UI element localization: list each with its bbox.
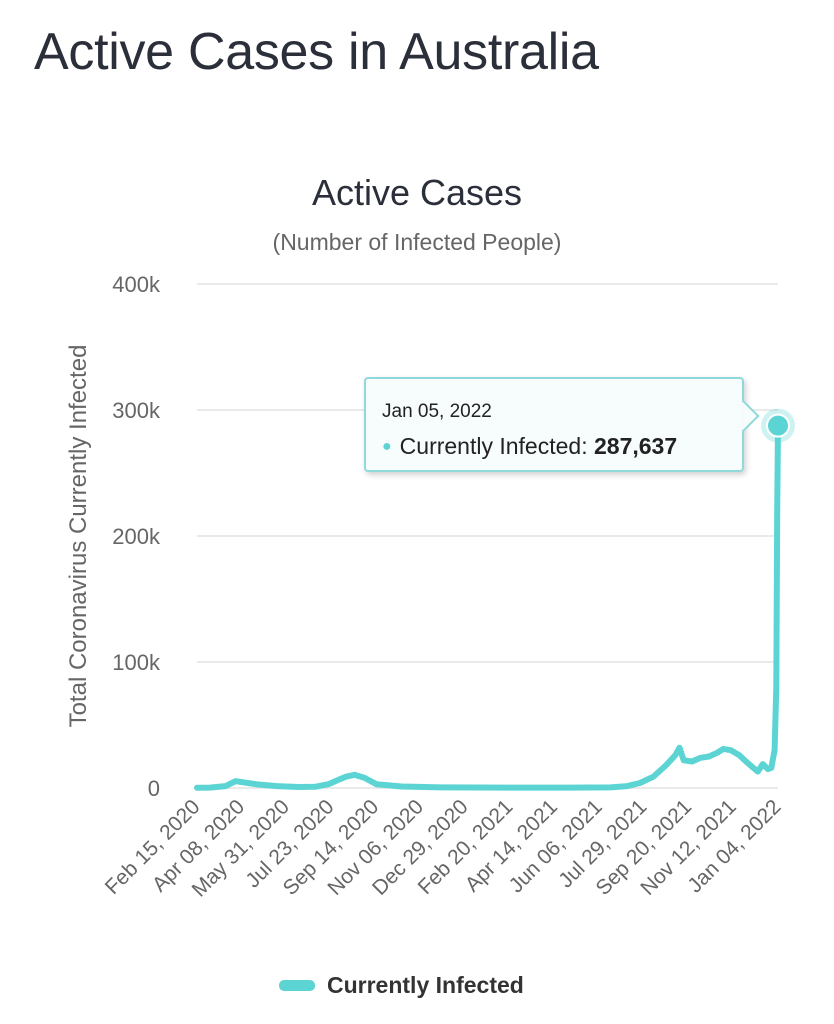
series-marker-icon: ● bbox=[382, 438, 392, 455]
tooltip: Jan 05, 2022 ● Currently Infected: 287,63… bbox=[364, 377, 744, 472]
y-tick-label: 100k bbox=[112, 650, 161, 675]
legend-swatch bbox=[279, 980, 315, 991]
y-tick-label: 400k bbox=[112, 272, 161, 297]
tooltip-series-label: Currently Infected: bbox=[399, 433, 588, 459]
page-title: Active Cases in Australia bbox=[34, 23, 599, 81]
legend-label: Currently Infected bbox=[327, 972, 524, 998]
tooltip-value: 287,637 bbox=[593, 433, 678, 459]
y-tick-label: 300k bbox=[112, 398, 161, 423]
tooltip-date: Jan 05, 2022 bbox=[382, 401, 492, 422]
legend[interactable]: Currently Infected bbox=[279, 972, 524, 998]
grid-lines bbox=[197, 283, 778, 789]
tooltip-line: ● Currently Infected: 287,637 bbox=[382, 433, 677, 460]
y-tick-label: 200k bbox=[112, 524, 161, 549]
chart-subtitle: (Number of Infected People) bbox=[273, 229, 562, 255]
y-tick-label: 0 bbox=[148, 776, 160, 801]
y-axis-ticks: 0 100k 200k 300k 400k bbox=[112, 272, 161, 801]
y-axis-label: Total Coronavirus Currently Infected bbox=[65, 345, 92, 728]
plot-area[interactable] bbox=[194, 408, 795, 791]
chart-title: Active Cases bbox=[312, 172, 522, 213]
highlighted-point[interactable] bbox=[766, 413, 790, 438]
series-line-currently-infected[interactable] bbox=[194, 422, 781, 791]
